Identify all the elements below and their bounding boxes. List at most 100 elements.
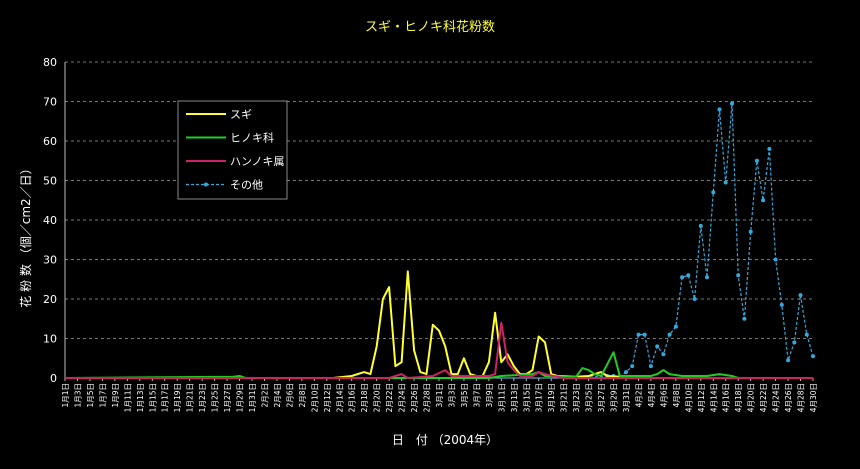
x-tick-label: 1月27日 [223,383,232,412]
x-tick-label: 4月6日 [659,383,668,408]
data-point [798,293,803,298]
y-tick-label: 70 [43,96,57,109]
x-tick-label: 4月18日 [734,383,743,412]
x-tick-label: 3月13日 [510,383,519,412]
chart-title: スギ・ヒノキ科花粉数 [365,19,495,35]
data-point [811,354,815,359]
x-tick-label: 2月16日 [348,383,357,412]
x-tick-label: 4月16日 [722,383,731,412]
legend-label: その他 [230,179,263,192]
data-point [624,370,628,375]
x-axis-label: 日 付 （2004年） [392,433,498,447]
x-tick-label: 2月6日 [285,383,294,408]
x-tick-label: 3月21日 [560,383,569,412]
x-tick-label: 2月2日 [260,383,269,408]
data-point [754,158,759,163]
x-tick-label: 4月30日 [809,383,818,412]
y-tick-label: 0 [50,372,57,385]
x-tick-label: 2月12日 [323,383,332,412]
x-tick-label: 2月26日 [410,383,419,412]
x-tick-label: 1月3日 [73,383,82,408]
y-tick-label: 50 [43,175,57,188]
x-tick-label: 2月4日 [273,383,282,408]
x-tick-label: 2月8日 [298,383,307,408]
x-tick-label: 3月5日 [460,383,469,408]
data-point [680,275,685,280]
x-tick-label: 1月1日 [61,383,70,408]
x-tick-label: 2月24日 [398,383,407,412]
legend-box [177,100,288,200]
x-tick-label: 2月14日 [335,383,344,412]
data-point [767,146,772,151]
x-tick-label: 3月9日 [485,383,494,408]
x-tick-label: 1月31日 [248,383,257,412]
x-tick-labels: 1月1日 1月3日 1月5日 1月7日 1月9日 1月11日 1月13日 1月15日 1月17日… [61,378,818,412]
x-tick-label: 4月12日 [697,383,706,412]
x-tick-label: 1月13日 [136,383,145,412]
data-point [773,257,778,262]
x-tick-label: 3月11日 [497,383,506,412]
x-tick-label: 3月17日 [535,383,544,412]
data-point [686,273,691,278]
y-tick-label: 10 [43,333,57,346]
legend-marker [204,182,208,187]
legend-label: ハンノキ属 [230,155,284,168]
x-tick-label: 2月18日 [360,383,369,412]
y-tick-label: 40 [43,214,57,227]
data-point [711,190,716,195]
legend-label: スギ [230,108,252,121]
x-tick-label: 3月1日 [435,383,444,408]
x-tick-label: 2月20日 [373,383,382,412]
x-tick-label: 1月25日 [211,383,220,412]
data-point [717,107,722,112]
x-tick-label: 4月14日 [709,383,718,412]
x-tick-label: 4月10日 [684,383,693,412]
data-point [736,273,741,278]
series-line [64,351,739,379]
x-tick-label: 1月17日 [161,383,170,412]
x-tick-label: 1月19日 [173,383,182,412]
x-tick-label: 4月26日 [784,383,793,412]
y-tick-label: 80 [43,56,57,69]
y-axis-label: 花 粉 数 （個／cm2／日） [18,162,33,307]
x-tick-label: 4月4日 [647,383,656,408]
data-point [673,324,678,329]
x-tick-label: 1月9日 [111,383,120,408]
data-point [667,332,672,337]
x-tick-label: 1月7日 [98,383,107,408]
data-point [661,352,666,357]
x-tick-label: 3月15日 [522,383,531,412]
x-tick-label: 1月5日 [86,383,95,408]
data-point [655,344,660,349]
data-point [698,223,703,228]
x-tick-label: 2月10日 [310,383,319,412]
x-tick-label: 3月23日 [572,383,581,412]
x-tick-label: 4月2日 [634,383,643,408]
data-point [692,297,697,301]
data-point [761,198,766,203]
series-line [65,321,813,379]
data-point [730,101,734,106]
x-tick-label: 1月21日 [186,383,195,412]
data-point [723,180,728,185]
x-tick-label: 4月20日 [747,383,756,412]
y-tick-label: 60 [43,135,57,148]
x-tick-label: 3月25日 [585,383,594,412]
x-tick-label: 2月22日 [385,383,394,412]
series-lines [64,101,815,379]
y-tick-labels: 0 10 20 30 40 50 60 70 80 [43,56,57,385]
y-tick-label: 20 [43,293,57,306]
legend-label: ヒノキ科 [230,131,274,145]
y-tick-label: 30 [43,254,57,267]
x-tick-label: 1月15日 [148,383,157,412]
x-tick-label: 3月29日 [610,383,619,412]
x-tick-label: 4月28日 [797,383,806,412]
x-tick-label: 3月7日 [472,383,481,408]
x-tick-label: 4月8日 [672,383,681,408]
x-tick-label: 1月29日 [236,383,245,412]
x-tick-label: 1月11日 [123,383,132,412]
x-tick-label: 1月23日 [198,383,207,412]
